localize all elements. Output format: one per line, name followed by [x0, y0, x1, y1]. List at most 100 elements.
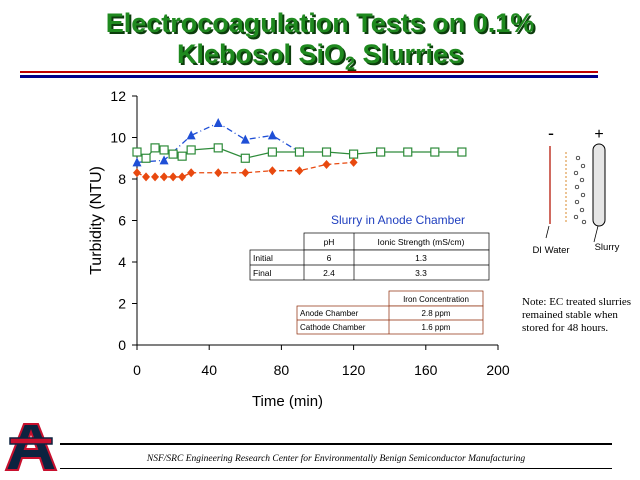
square-marker	[321, 147, 332, 157]
chart-ticks: 0 40 80 120 160 200 0 2 4 6 8 10 12	[110, 88, 509, 378]
bubble	[580, 192, 586, 198]
y-tick-label: 6	[118, 213, 126, 229]
chart-tables: Slurry in Anode Chamber pH Ionic Strength …	[249, 213, 490, 335]
title-line-2-b: Slurries	[354, 39, 464, 69]
square-marker	[213, 143, 223, 153]
square-marker	[150, 143, 160, 153]
diamond-marker	[187, 168, 196, 178]
iron-table-header: Iron Concentration	[403, 295, 469, 304]
ph-table-header: pH	[324, 237, 335, 247]
square-marker	[177, 151, 187, 161]
square-marker	[267, 147, 277, 157]
y-tick-label: 2	[118, 296, 126, 312]
chart-annotation: Slurry in Anode Chamber	[331, 213, 465, 227]
diamond-marker	[169, 172, 178, 182]
bubble	[580, 163, 586, 169]
bubble	[579, 207, 585, 213]
iron-table-row-label: Cathode Chamber	[300, 323, 366, 332]
triangle-marker	[159, 155, 169, 165]
triangle-marker	[240, 134, 250, 144]
university-logo	[4, 423, 58, 471]
iron-table-row-label: Anode Chamber	[300, 309, 359, 318]
minus-sign: -	[548, 123, 554, 143]
square-marker	[376, 147, 386, 157]
footer-rule-bottom	[60, 468, 612, 469]
storage-note: Note: EC treated slurries remained stabl…	[522, 296, 632, 334]
x-tick-label: 40	[201, 362, 217, 378]
bubble	[575, 155, 581, 161]
x-tick-label: 160	[414, 362, 438, 378]
diamond-marker	[160, 172, 169, 182]
electrode-diagram: - + DI Water Slurry	[532, 123, 619, 256]
ph-table-cell: 6	[327, 253, 332, 263]
ph-table-cell: 3.3	[415, 268, 427, 278]
y-tick-label: 0	[118, 337, 126, 353]
diamond-marker	[349, 157, 358, 167]
x-tick-label: 80	[274, 362, 290, 378]
square-marker	[159, 145, 169, 155]
title-subscript: 2	[344, 53, 355, 74]
ph-table-header: Ionic Strength (mS/cm)	[378, 237, 465, 247]
bubble	[573, 170, 579, 176]
diamond-marker	[142, 172, 151, 182]
ph-table-row-label: Final	[253, 268, 272, 278]
square-marker	[240, 153, 250, 163]
x-tick-label: 200	[486, 362, 510, 378]
triangle-marker	[213, 117, 223, 127]
y-tick-label: 8	[118, 171, 126, 187]
slurry-pointer	[593, 225, 599, 243]
square-marker	[457, 147, 467, 157]
diamond-marker	[295, 166, 304, 176]
title-line-2-a: Klebosol SiO	[176, 39, 345, 69]
title-line-1: Electrocoagulation Tests on 0.1%	[105, 8, 535, 38]
diamond-marker	[322, 159, 331, 169]
iron-table-cell: 2.8 ppm	[422, 309, 451, 318]
bubble	[574, 199, 580, 205]
triangle-marker	[267, 130, 277, 140]
iron-table-cell: 1.6 ppm	[422, 323, 451, 332]
diamond-marker	[241, 168, 250, 178]
ph-table-cell: 2.4	[323, 268, 335, 278]
diamond-marker	[214, 168, 223, 178]
square-marker	[132, 147, 142, 157]
square-marker	[168, 149, 178, 159]
y-tick-label: 4	[118, 254, 126, 270]
di-water-label: DI Water	[532, 245, 569, 256]
x-axis-label: Time (min)	[252, 393, 323, 410]
diamond-marker	[268, 166, 277, 176]
x-tick-label: 120	[342, 362, 366, 378]
footer-rule-top	[60, 443, 612, 445]
bubble	[581, 219, 587, 225]
plus-sign: +	[594, 126, 603, 143]
diamond-marker	[178, 172, 187, 182]
bubble	[579, 177, 585, 183]
slide-title: Electrocoagulation Tests on 0.1% Kleboso…	[0, 8, 640, 74]
title-line-2: Klebosol SiO2 Slurries	[0, 39, 640, 74]
di-water-pointer	[545, 225, 550, 239]
y-tick-label: 12	[110, 88, 126, 104]
footer-text: NSF/SRC Engineering Research Center for …	[146, 454, 526, 464]
title-rule-blue	[20, 75, 598, 78]
y-tick-label: 10	[110, 130, 126, 146]
bubble	[573, 214, 579, 220]
square-marker	[403, 147, 413, 157]
square-marker	[294, 147, 305, 157]
diamond-marker	[133, 168, 141, 178]
triangle-marker	[186, 130, 196, 140]
ph-table-row-label: Initial	[253, 253, 273, 263]
square-marker	[430, 147, 440, 157]
square-marker	[141, 153, 151, 163]
square-marker	[349, 149, 359, 159]
chart-series	[132, 117, 467, 182]
slurry-label: Slurry	[595, 242, 620, 253]
triangle-marker	[132, 157, 142, 167]
diamond-marker	[151, 172, 160, 182]
bubble	[574, 184, 580, 190]
y-axis-label: Turbidity (NTU)	[88, 166, 105, 275]
ph-table-cell: 1.3	[415, 253, 427, 263]
anode-electrode	[592, 143, 606, 227]
x-tick-label: 0	[133, 362, 141, 378]
square-marker	[186, 145, 196, 155]
title-rule-red	[20, 71, 598, 73]
